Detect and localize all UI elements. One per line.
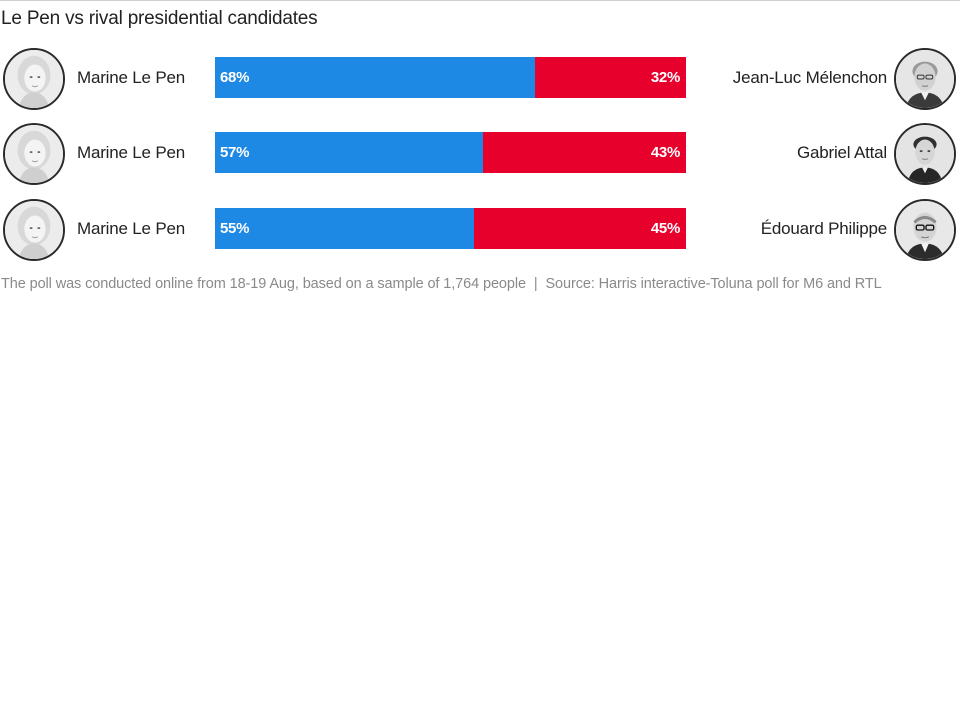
avatar-right [894,123,956,185]
data-label-right: 43% [650,144,680,161]
bar-segment-right: 32% [535,57,686,98]
data-label-right: 45% [650,220,680,237]
chart-rows: Marine Le Pen 68% 32% Jean-Luc Mélenchon [0,0,960,270]
bar-segment-left: 57% [215,132,483,173]
portrait-icon [896,50,954,108]
result-bar: 57% 43% [215,132,686,173]
avatar-left [3,199,65,261]
footnote-source: Source: Harris interactive-Toluna poll f… [545,276,882,292]
data-label-left: 55% [220,220,250,237]
portrait-icon [5,125,63,183]
right-candidate-name: Gabriel Attal [796,143,887,162]
data-label-left: 68% [220,69,250,86]
portrait-icon [896,201,954,259]
avatar-left [3,123,65,185]
portrait-icon [5,50,63,108]
left-candidate-name: Marine Le Pen [77,143,185,162]
right-candidate-name: Édouard Philippe [760,219,887,238]
bar-segment-right: 45% [474,208,686,249]
avatar-right [894,48,956,110]
bar-segment-left: 68% [215,57,535,98]
matchup-row: Marine Le Pen 68% 32% Jean-Luc Mélenchon [0,46,960,112]
avatar-right [894,199,956,261]
result-bar: 55% 45% [215,208,686,249]
data-label-right: 32% [650,69,680,86]
right-candidate-name: Jean-Luc Mélenchon [732,68,887,87]
portrait-icon [896,125,954,183]
footnote-separator: | [533,276,538,292]
top-rule [0,0,960,1]
left-candidate-name: Marine Le Pen [77,68,185,87]
data-label-left: 57% [220,144,250,161]
footnote-method: The poll was conducted online from 18-19… [1,276,526,292]
bar-segment-left: 55% [215,208,474,249]
bar-segment-right: 43% [483,132,686,173]
footnote: The poll was conducted online from 18-19… [1,275,951,293]
avatar-left [3,48,65,110]
left-candidate-name: Marine Le Pen [77,219,185,238]
result-bar: 68% 32% [215,57,686,98]
portrait-icon [5,201,63,259]
matchup-row: Marine Le Pen 55% 45% Édouard Philippe [0,197,960,263]
chart-title: Le Pen vs rival presidential candidates [1,8,318,29]
matchup-row: Marine Le Pen 57% 43% Gabriel Attal [0,121,960,187]
